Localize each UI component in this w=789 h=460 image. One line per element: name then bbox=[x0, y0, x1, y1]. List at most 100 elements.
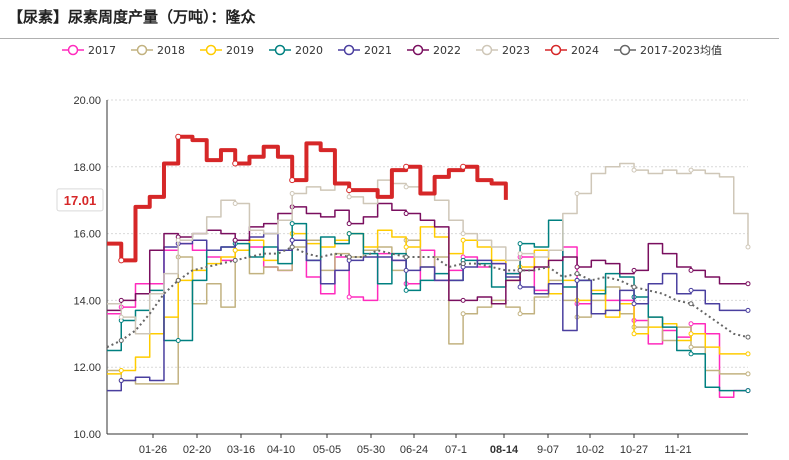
series-line-2023 bbox=[107, 162, 749, 335]
point-2019-45 bbox=[745, 351, 751, 357]
series-line-2021 bbox=[107, 232, 748, 392]
legend-marker-2022 bbox=[412, 44, 424, 56]
legend-marker-2017 bbox=[67, 44, 79, 56]
point-2017-2023均值-17 bbox=[346, 254, 352, 260]
legend-marker-2020 bbox=[274, 44, 286, 56]
legend-label-2022: 2022 bbox=[433, 44, 461, 57]
point-2018-45 bbox=[745, 371, 751, 377]
x-tick-05-05: 05-05 bbox=[313, 444, 341, 456]
point-2020-29 bbox=[517, 241, 523, 247]
point-2023-13 bbox=[289, 191, 295, 197]
point-2017-2023均值-45 bbox=[745, 334, 751, 340]
series-line-2020 bbox=[107, 219, 748, 392]
legend-label-2020: 2020 bbox=[295, 44, 323, 57]
point-2022-9 bbox=[232, 237, 238, 243]
point-2022-37 bbox=[631, 267, 637, 273]
x-tick-10-02: 10-02 bbox=[576, 444, 604, 456]
point-2017-2023均值-1 bbox=[118, 337, 124, 343]
point-2020-13 bbox=[289, 221, 295, 227]
point-2017-2023均值-9 bbox=[232, 257, 238, 263]
point-2021-41 bbox=[688, 287, 694, 293]
legend-label-2017-2023均值: 2017-2023均值 bbox=[640, 44, 722, 57]
point-2020-5 bbox=[175, 337, 181, 343]
point-2017-2023均值-33 bbox=[574, 271, 580, 277]
point-2023-1 bbox=[118, 314, 124, 320]
point-2017-2023均值-5 bbox=[175, 277, 181, 283]
point-2023-37 bbox=[631, 167, 637, 173]
point-2021-37 bbox=[631, 301, 637, 307]
x-tick-03-16: 03-16 bbox=[227, 444, 255, 456]
point-2019-1 bbox=[118, 368, 124, 374]
y-tick-10.00: 10.00 bbox=[73, 429, 101, 441]
point-2022-25 bbox=[460, 297, 466, 303]
current-value-label: 17.01 bbox=[64, 193, 97, 208]
legend-label-2023: 2023 bbox=[502, 44, 530, 57]
y-tick-20.00: 20.00 bbox=[73, 95, 101, 107]
y-tick-16.00: 16.00 bbox=[73, 229, 101, 241]
point-2022-21 bbox=[403, 211, 409, 217]
legend-marker-2021 bbox=[343, 44, 355, 56]
point-2017-2023均值-41 bbox=[688, 301, 694, 307]
point-2017-41 bbox=[688, 321, 694, 327]
legend-marker-2024 bbox=[550, 44, 562, 56]
point-2020-41 bbox=[688, 351, 694, 357]
series-line-2018 bbox=[107, 239, 748, 385]
point-2023-5 bbox=[175, 237, 181, 243]
point-2017-2023均值-29 bbox=[517, 267, 523, 273]
point-2021-33 bbox=[574, 277, 580, 283]
legend-marker-2017-2023均值 bbox=[619, 44, 631, 56]
point-2021-45 bbox=[745, 307, 751, 313]
legend-label-2018: 2018 bbox=[157, 44, 185, 57]
point-2019-9 bbox=[232, 247, 238, 253]
point-2017-2023均值-13 bbox=[289, 244, 295, 250]
point-2023-29 bbox=[517, 251, 523, 257]
point-2024-17 bbox=[346, 187, 353, 194]
y-tick-12.00: 12.00 bbox=[73, 362, 101, 374]
legend-label-2021: 2021 bbox=[364, 44, 392, 57]
series-line-2017-2023均值 bbox=[106, 245, 749, 349]
y-tick-18.00: 18.00 bbox=[73, 162, 101, 174]
title-divider bbox=[0, 38, 779, 39]
x-tick-05-30: 05-30 bbox=[357, 444, 385, 456]
point-2019-25 bbox=[460, 237, 466, 243]
legend-marker-2018 bbox=[136, 44, 148, 56]
point-2021-1 bbox=[118, 378, 124, 384]
point-2022-1 bbox=[118, 297, 124, 303]
chart-title: 【尿素】尿素周度产量（万吨）：隆众 bbox=[8, 8, 256, 26]
series-line-2017 bbox=[107, 239, 748, 399]
current-value-box bbox=[56, 188, 104, 212]
x-tick-10-27: 10-27 bbox=[620, 444, 648, 456]
point-2024-25 bbox=[460, 163, 467, 170]
x-tick-04-10: 04-10 bbox=[267, 444, 295, 456]
x-tick-07-1: 07-1 bbox=[445, 444, 467, 456]
point-2020-21 bbox=[403, 287, 409, 293]
point-2024-1 bbox=[118, 257, 125, 264]
point-2017-2023均值-25 bbox=[460, 261, 466, 267]
point-2024-13 bbox=[289, 177, 296, 184]
point-2023-33 bbox=[574, 191, 580, 197]
point-2023-21 bbox=[403, 184, 409, 190]
point-2024-9 bbox=[232, 160, 239, 167]
x-tick-9-07: 9-07 bbox=[537, 444, 559, 456]
point-2024-5 bbox=[175, 133, 182, 140]
point-2017-2023均值-21 bbox=[403, 254, 409, 260]
point-2023-25 bbox=[460, 231, 466, 237]
legend-label-2019: 2019 bbox=[226, 44, 254, 57]
point-2019-37 bbox=[631, 331, 637, 337]
point-2020-17 bbox=[346, 231, 352, 237]
point-2018-29 bbox=[517, 311, 523, 317]
legend-label-2024: 2024 bbox=[571, 44, 599, 57]
x-tick-02-20: 02-20 bbox=[183, 444, 211, 456]
x-tick-06-24: 06-24 bbox=[400, 444, 428, 456]
point-2022-33 bbox=[574, 264, 580, 270]
point-2022-17 bbox=[346, 221, 352, 227]
point-2024-21 bbox=[403, 163, 410, 170]
point-2023-9 bbox=[232, 201, 238, 207]
x-tick-11-21: 11-21 bbox=[664, 444, 691, 456]
series-line-2024 bbox=[107, 134, 508, 263]
point-2022-45 bbox=[745, 281, 751, 287]
point-2018-41 bbox=[688, 344, 694, 350]
point-2023-41 bbox=[688, 167, 694, 173]
